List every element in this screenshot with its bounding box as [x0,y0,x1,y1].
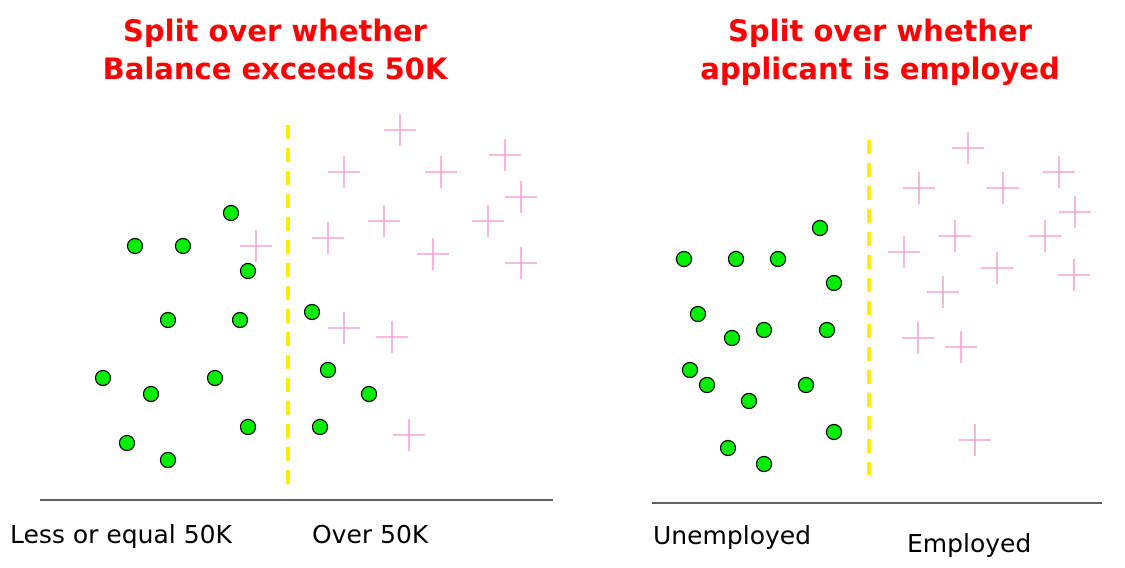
left-title-line-1: Split over whether [123,14,427,48]
dot-icon [769,250,787,268]
dot-icon [126,237,144,255]
dot-icon [811,219,829,237]
plus-icon [328,312,360,344]
plus-icon [987,172,1019,204]
dot-icon [239,418,257,436]
plus-icon [1058,259,1090,291]
plus-icon [417,238,449,270]
dot-icon [681,361,699,379]
dot-icon [818,321,836,339]
plus-icon [902,322,934,354]
plus-icon [959,424,991,456]
dot-icon [689,305,707,323]
plus-icon [1043,156,1075,188]
left-panel-title: Split over whether Balance exceeds 50K [50,12,500,88]
dot-icon [727,250,745,268]
dot-icon [319,361,337,379]
dot-icon [118,434,136,452]
plus-icon [393,419,425,451]
plus-icon [376,321,408,353]
dot-icon [231,311,249,329]
dot-icon [675,250,693,268]
dot-icon [755,321,773,339]
left-scatter-plot [40,114,553,501]
dot-icon [797,376,815,394]
plus-icon [328,156,360,188]
dot-icon [723,329,741,347]
left-panel: Split over whether Balance exceeds 50K L… [0,0,560,568]
dot-icon [719,439,737,457]
dot-icon [311,418,329,436]
plus-icon [903,172,935,204]
right-panel: Split over whether applicant is employed… [560,0,1125,568]
right-panel-right-label: Employed [907,529,1032,558]
plus-icon [945,331,977,363]
plus-icon [425,156,457,188]
dot-icon [222,204,240,222]
right-panel-title: Split over whether applicant is employed [640,12,1120,88]
plus-icon [1029,220,1061,252]
left-title-line-2: Balance exceeds 50K [102,52,448,86]
dot-icon [755,455,773,473]
plus-icon [939,220,971,252]
dot-icon [303,303,321,321]
plus-icon [952,132,984,164]
plus-icon [368,205,400,237]
dot-icon [239,262,257,280]
right-title-line-1: Split over whether [728,14,1032,48]
right-title-line-2: applicant is employed [700,52,1060,86]
dot-icon [360,385,378,403]
right-panel-left-label: Unemployed [653,521,812,550]
plus-icon [1059,196,1091,228]
dot-icon [825,274,843,292]
plus-icon [472,205,504,237]
plus-icon [489,139,521,171]
dot-icon [174,237,192,255]
dot-icon [206,369,224,387]
left-panel-left-label: Less or equal 50K [10,520,232,549]
dot-icon [825,423,843,441]
plus-icon [505,247,537,279]
plus-icon [981,252,1013,284]
dot-icon [142,385,160,403]
plus-icon [505,181,537,213]
plus-icon [888,236,920,268]
dot-icon [94,369,112,387]
plus-icon [312,222,344,254]
dot-icon [698,376,716,394]
left-panel-right-label: Over 50K [312,520,429,549]
dot-icon [159,451,177,469]
dot-icon [159,311,177,329]
plus-icon [240,230,272,262]
plus-icon [927,276,959,308]
dot-icon [740,392,758,410]
plus-icon [384,114,416,146]
right-scatter-plot [652,132,1102,504]
